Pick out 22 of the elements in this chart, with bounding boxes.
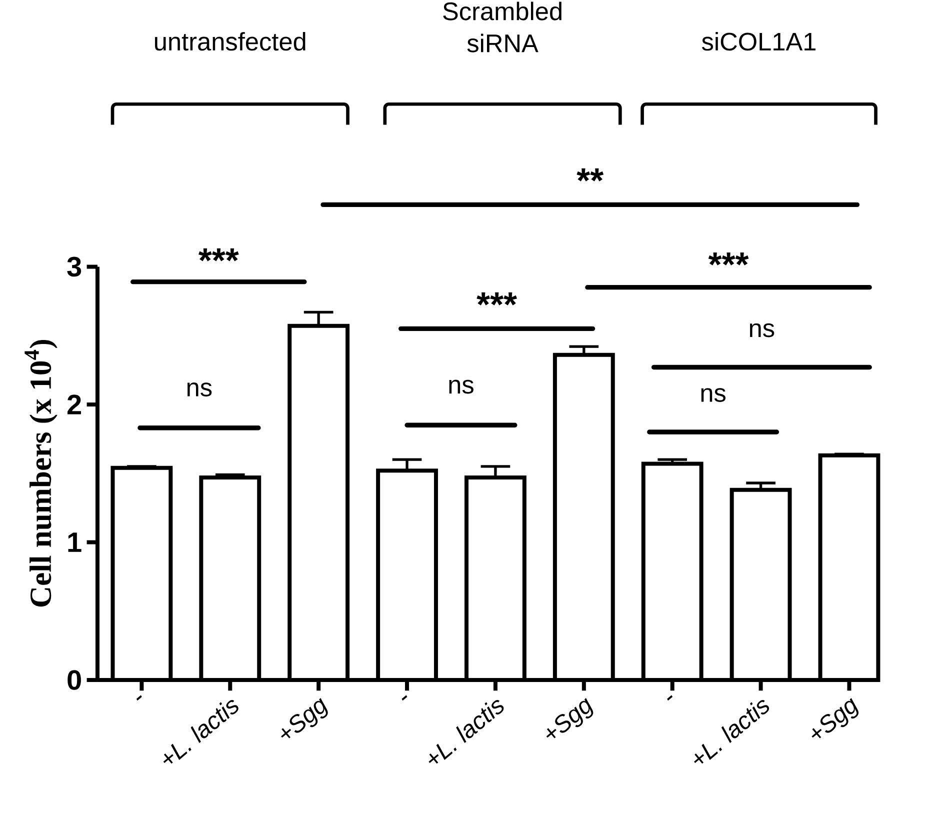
text: *** — [708, 252, 749, 266]
x-tick-label: - — [667, 695, 673, 701]
text: untransfected — [155, 32, 306, 51]
annotation: ns — [750, 323, 774, 338]
x-tick-label: +Sgg — [281, 698, 328, 738]
x-tick-label: - — [136, 695, 142, 701]
annotation: ns — [449, 380, 474, 394]
annotation: *** — [476, 292, 517, 306]
y-tick-label: 2 — [67, 394, 81, 414]
y-tick-label: 0 — [68, 670, 81, 690]
x-tick-label: +Sgg — [812, 698, 859, 738]
y-tick-label: 3 — [67, 256, 82, 277]
x-tick-label: +Sgg — [546, 698, 594, 738]
annotation: ns — [701, 388, 726, 402]
text: *** — [198, 248, 239, 262]
x-tick-label: - — [402, 695, 408, 701]
text: ** — [576, 168, 604, 182]
y-tick-label: 1 — [68, 532, 82, 552]
text: Scrambled siRNA — [443, 2, 562, 52]
annotation: ns — [187, 382, 212, 396]
y-axis-title: Cell numbers (x 10$^{4}$) — [24, 340, 58, 607]
text: siCOL1A1 — [702, 32, 816, 51]
